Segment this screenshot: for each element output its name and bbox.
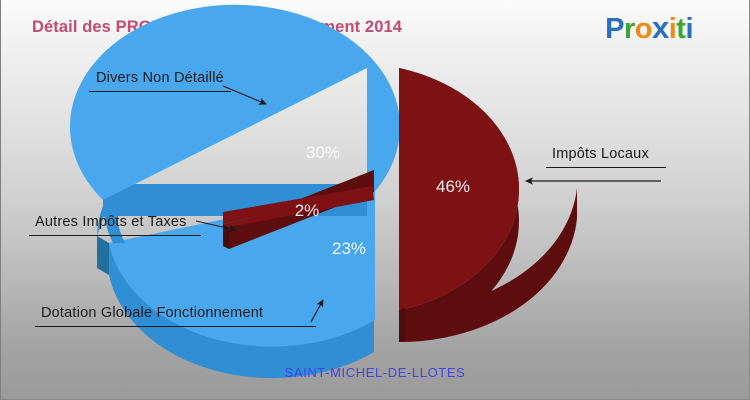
impots-depth — [399, 188, 577, 343]
commune-name: SAINT-MICHEL-DE-LLOTES — [284, 365, 466, 380]
autres-top-2 — [223, 186, 373, 224]
impots-depth-tip — [399, 308, 405, 342]
leader-dotation — [310, 299, 324, 323]
dotation-side-edge — [97, 236, 109, 275]
leader-divers — [222, 85, 267, 105]
pct-divers-non-detaille: 30% — [306, 143, 340, 162]
callout-divers-non-detaille: Divers Non Détaillé — [96, 70, 224, 86]
logo-letter-x: x — [651, 10, 669, 45]
callout-impots-locaux: Impôts Locaux — [552, 146, 649, 162]
callout-autres-impots-et-taxes: Autres Impôts et Taxes — [35, 214, 187, 230]
pct-dotation-globale-fonctionnement: 23% — [332, 239, 366, 258]
callout-autres-impots-rule — [29, 235, 201, 236]
logo-letter-t: t — [676, 13, 686, 45]
pct-autres-impots-et-taxes: 2% — [295, 201, 320, 220]
slice-autres-impots-et-taxes — [223, 170, 374, 249]
logo-letter-i1: i — [668, 13, 677, 45]
divers-top — [70, 4, 401, 200]
leader-autres-impots — [195, 220, 237, 233]
slice-divers-non-detaille — [70, 4, 401, 243]
callout-divers-rule — [89, 91, 231, 92]
autres-side-tip — [223, 224, 229, 249]
autres-top — [223, 192, 374, 227]
slice-dotation-globale-fonctionnement — [97, 188, 375, 379]
divers-side-left — [102, 200, 125, 243]
callout-dotation-globale-fonctionnement: Dotation Globale Fonctionnement — [41, 305, 264, 321]
impots-top-full — [399, 68, 504, 310]
callout-impots-locaux-rule — [546, 167, 666, 168]
callout-dotation-rule — [35, 326, 316, 327]
logo-letter-i2: i — [685, 13, 693, 45]
logo-letter-o: o — [634, 13, 653, 45]
dotation-top — [109, 188, 375, 347]
pct-impots-locaux: 46% — [436, 177, 470, 196]
dotation-side — [109, 243, 374, 379]
proxiti-logo: Proxiti — [605, 12, 693, 44]
logo-letter-p: P — [605, 13, 624, 45]
slice-impots-locaux — [399, 68, 577, 343]
logo-letter-r: r — [623, 13, 635, 45]
callout-lines — [195, 85, 661, 323]
